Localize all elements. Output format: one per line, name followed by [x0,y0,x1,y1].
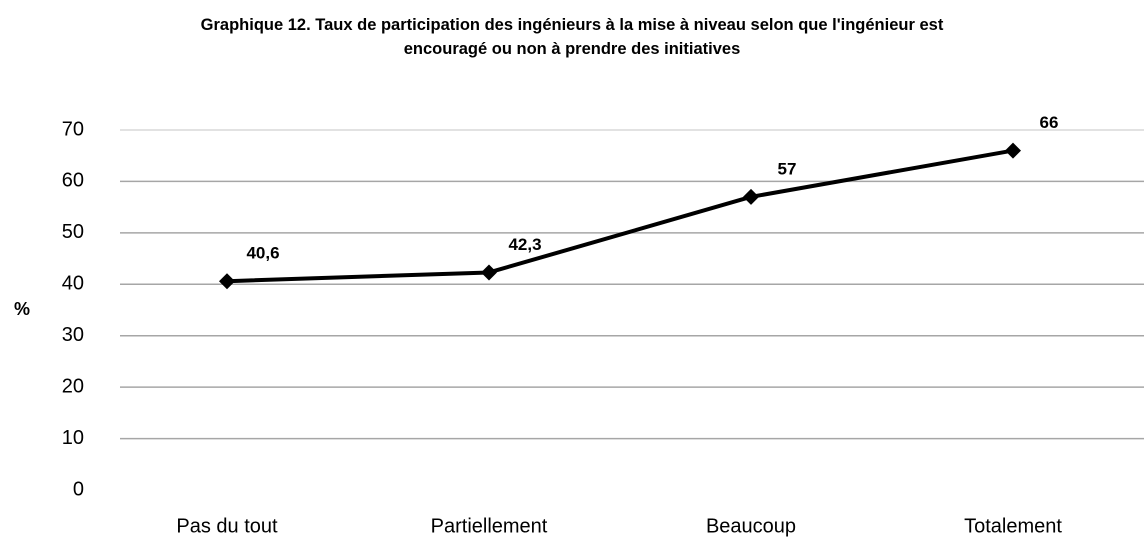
x-tick-label: Pas du tout [176,515,278,537]
line [226,148,1014,284]
y-tick-label: 40 [62,273,84,295]
data-label: 40,6 [246,244,279,263]
y-tick-label: 70 [62,118,84,140]
y-tick-label: 50 [62,221,84,243]
y-tick-label: 10 [62,427,84,449]
data-label: 66 [1040,113,1059,132]
y-tick-label: 60 [62,170,84,192]
marker [1005,142,1021,159]
marker [219,273,235,290]
x-tick-label: Partiellement [431,515,548,537]
marker [743,188,759,205]
marker [481,264,497,281]
x-tick-label: Totalement [964,515,1062,537]
y-tick-label: 20 [62,375,84,397]
y-axis-label: % [14,299,30,319]
y-tick-label: 0 [73,478,84,500]
y-tick-label: 30 [62,324,84,346]
data-label: 42,3 [508,235,541,254]
x-tick-label: Beaucoup [706,515,796,537]
chart-title: Graphique 12. Taux de participation des … [200,16,944,58]
data-label: 57 [778,159,797,178]
